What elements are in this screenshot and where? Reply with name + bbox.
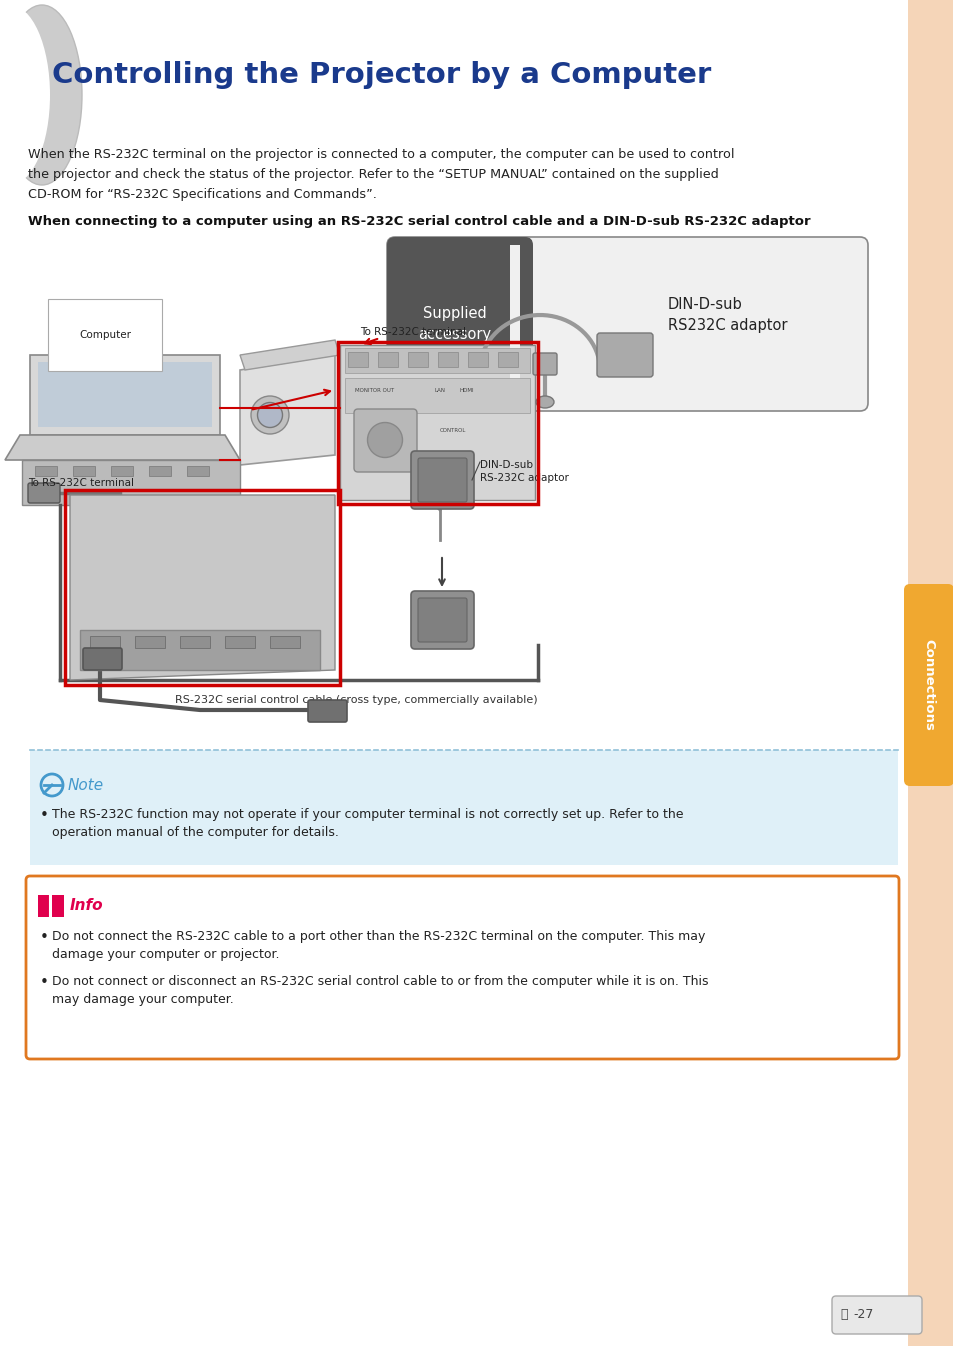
- Text: Do not connect the RS-232C cable to a port other than the RS-232C terminal on th: Do not connect the RS-232C cable to a po…: [52, 930, 704, 944]
- FancyBboxPatch shape: [26, 876, 898, 1059]
- FancyBboxPatch shape: [387, 237, 533, 411]
- Polygon shape: [240, 341, 339, 370]
- Text: Do not connect or disconnect an RS-232C serial control cable to or from the comp: Do not connect or disconnect an RS-232C …: [52, 975, 708, 988]
- Bar: [135, 637, 165, 647]
- Text: DIN-D-sub
RS-232C adaptor: DIN-D-sub RS-232C adaptor: [479, 460, 568, 483]
- Ellipse shape: [536, 396, 554, 408]
- Bar: [38, 362, 212, 427]
- FancyBboxPatch shape: [411, 451, 474, 509]
- Ellipse shape: [257, 402, 282, 428]
- Bar: [468, 353, 488, 367]
- Bar: [337, 342, 537, 503]
- Text: When connecting to a computer using an RS-232C serial control cable and a DIN-D-: When connecting to a computer using an R…: [28, 215, 810, 227]
- Text: When the RS-232C terminal on the projector is connected to a computer, the compu: When the RS-232C terminal on the project…: [28, 148, 734, 162]
- FancyBboxPatch shape: [831, 1296, 921, 1334]
- FancyBboxPatch shape: [417, 458, 467, 502]
- Text: may damage your computer.: may damage your computer.: [52, 993, 233, 1005]
- Polygon shape: [240, 355, 335, 464]
- Bar: [52, 895, 64, 917]
- Bar: [437, 353, 457, 367]
- Polygon shape: [30, 355, 220, 435]
- Text: HDMI: HDMI: [459, 388, 475, 393]
- Text: the projector and check the status of the projector. Refer to the “SETUP MANUAL”: the projector and check the status of th…: [28, 168, 718, 180]
- Text: •: •: [40, 975, 49, 991]
- Bar: [38, 895, 50, 917]
- Text: MONITOR OUT: MONITOR OUT: [355, 388, 394, 393]
- Text: •: •: [40, 808, 49, 822]
- Bar: [907, 0, 953, 1346]
- Bar: [30, 750, 897, 865]
- Bar: [408, 353, 428, 367]
- Bar: [80, 630, 319, 670]
- Bar: [348, 353, 368, 367]
- Bar: [225, 637, 254, 647]
- Text: To RS-232C terminal: To RS-232C terminal: [28, 478, 133, 489]
- Text: Note: Note: [68, 778, 104, 794]
- Text: Ⓖ: Ⓖ: [840, 1308, 846, 1322]
- Ellipse shape: [251, 396, 289, 433]
- Text: To RS-232C terminal: To RS-232C terminal: [359, 327, 465, 336]
- Bar: [35, 466, 57, 476]
- Bar: [65, 490, 339, 685]
- Text: LAN: LAN: [435, 388, 446, 393]
- Bar: [345, 349, 530, 373]
- Text: •: •: [40, 930, 49, 945]
- Text: damage your computer or projector.: damage your computer or projector.: [52, 948, 279, 961]
- Text: Info: Info: [70, 899, 104, 914]
- Text: Controlling the Projector by a Computer: Controlling the Projector by a Computer: [52, 61, 711, 89]
- Bar: [339, 345, 535, 499]
- Bar: [395, 245, 510, 402]
- Bar: [180, 637, 210, 647]
- Text: RS-232C serial control cable (cross type, commercially available): RS-232C serial control cable (cross type…: [174, 695, 537, 705]
- Ellipse shape: [0, 5, 50, 184]
- Polygon shape: [70, 495, 335, 680]
- Bar: [22, 460, 240, 505]
- FancyBboxPatch shape: [308, 700, 347, 721]
- FancyBboxPatch shape: [28, 483, 60, 503]
- Text: CD-ROM for “RS-232C Specifications and Commands”.: CD-ROM for “RS-232C Specifications and C…: [28, 188, 376, 201]
- FancyBboxPatch shape: [83, 647, 122, 670]
- Bar: [149, 466, 171, 476]
- FancyBboxPatch shape: [533, 353, 557, 376]
- Text: operation manual of the computer for details.: operation manual of the computer for det…: [52, 826, 338, 839]
- Bar: [73, 466, 95, 476]
- Bar: [90, 637, 120, 647]
- FancyBboxPatch shape: [387, 237, 867, 411]
- Text: CONTROL: CONTROL: [439, 428, 466, 433]
- FancyBboxPatch shape: [417, 598, 467, 642]
- Ellipse shape: [367, 423, 402, 458]
- Text: Supplied
accessory: Supplied accessory: [418, 306, 491, 342]
- FancyBboxPatch shape: [411, 591, 474, 649]
- Bar: [270, 637, 299, 647]
- Text: -27: -27: [852, 1308, 872, 1322]
- Polygon shape: [5, 435, 240, 460]
- FancyBboxPatch shape: [354, 409, 416, 472]
- FancyBboxPatch shape: [597, 332, 652, 377]
- Text: Connections: Connections: [922, 639, 935, 731]
- Bar: [497, 353, 517, 367]
- Text: DIN-D-sub
RS232C adaptor: DIN-D-sub RS232C adaptor: [667, 297, 786, 332]
- Bar: [510, 245, 519, 402]
- Bar: [187, 466, 209, 476]
- FancyBboxPatch shape: [903, 584, 953, 786]
- Text: The RS-232C function may not operate if your computer terminal is not correctly : The RS-232C function may not operate if …: [52, 808, 682, 821]
- Bar: [111, 466, 132, 476]
- Bar: [345, 378, 530, 413]
- Bar: [377, 353, 397, 367]
- Ellipse shape: [2, 5, 82, 184]
- Text: Computer: Computer: [79, 330, 131, 341]
